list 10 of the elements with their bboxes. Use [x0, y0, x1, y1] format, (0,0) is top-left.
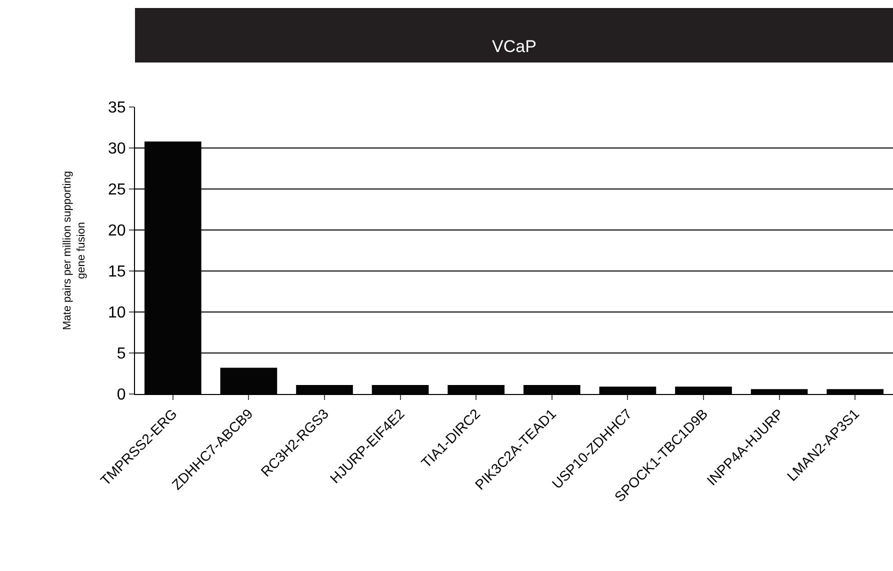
y-tick-label: 25 [108, 182, 126, 199]
y-tick-label: 10 [108, 304, 126, 322]
y-tick-label: 30 [108, 140, 126, 158]
y-tick-label: 15 [108, 264, 126, 281]
y-axis-title: Mate pairs per million supporting gene fusion [61, 171, 88, 330]
y-tick-label: 5 [116, 346, 126, 363]
y-tick-label: 35 [108, 100, 126, 117]
y-tick-label: 0 [116, 386, 126, 404]
chart-title: VCaP [492, 37, 536, 56]
y-tick-label: 20 [108, 222, 126, 240]
